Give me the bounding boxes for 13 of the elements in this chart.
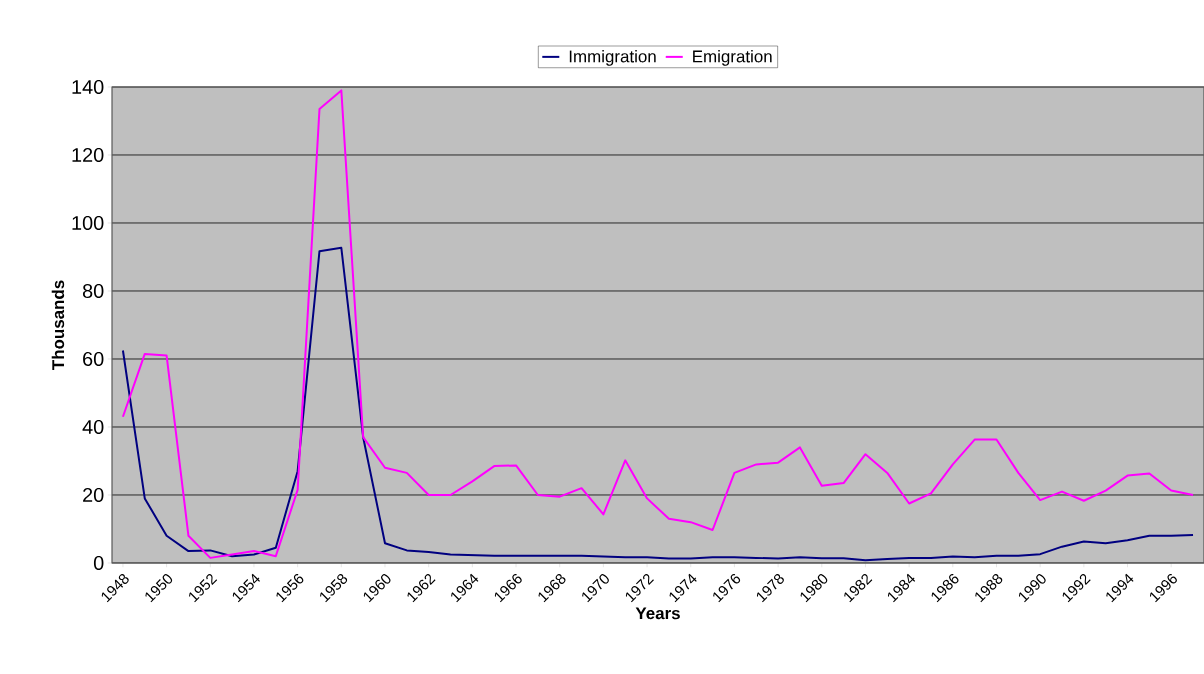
x-axis-title: Years bbox=[635, 607, 680, 620]
legend-label: Immigration bbox=[569, 50, 656, 66]
y-axis-title: Thousands bbox=[51, 280, 65, 370]
y-tick-label: 140 bbox=[72, 79, 104, 95]
y-tick-label: 120 bbox=[72, 147, 104, 163]
y-tick-label: 100 bbox=[72, 215, 104, 231]
legend-label: Emigration bbox=[693, 50, 772, 66]
y-tick-label: 60 bbox=[83, 351, 104, 367]
y-tick-label: 0 bbox=[93, 555, 104, 571]
y-tick-label: 80 bbox=[82, 283, 104, 299]
line-series bbox=[121, 89, 1195, 559]
y-tick-label: 20 bbox=[83, 487, 104, 503]
y-tick-label: 40 bbox=[82, 419, 104, 435]
